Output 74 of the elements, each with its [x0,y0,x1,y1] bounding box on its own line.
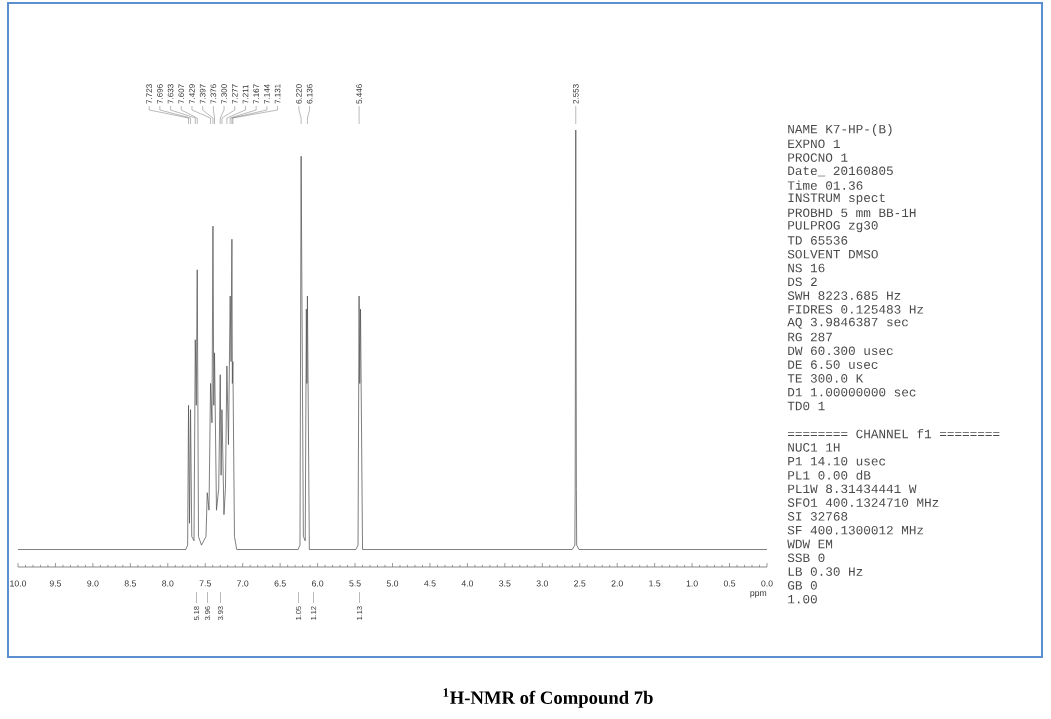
annotation: 7.723 [146,84,152,104]
annotation: 5.446 [356,84,362,104]
x-tick-label: 1.0 [686,580,698,587]
text: ======== CHANNEL f1 ======== [787,428,1000,439]
annotation: 7.397 [199,84,206,104]
text: PROCNO 1 [788,153,848,162]
annotation: 7.167 [253,84,259,104]
annotation: 7.633 [167,84,174,104]
annotation: 7.300 [221,84,227,104]
x-tick-label: 3.0 [536,580,548,587]
x-tick-label: 9.5 [49,580,62,587]
text: DW 60.300 usec [788,346,893,356]
text: 1.00 [788,594,817,604]
x-tick-label: 3.5 [499,580,511,587]
annotation: 7.607 [178,84,185,104]
x-tick-label: 4.5 [424,580,436,587]
text: FIDRES 0.125483 Hz [788,305,924,314]
x-tick-label: 10.0 [10,580,27,587]
text: PROBHD 5 mm BB-1H [788,208,916,218]
annotation: 7.144 [264,84,270,104]
text: LB 0.30 Hz [788,567,863,576]
text: NUC1 1H [788,443,840,452]
annotation: 7.429 [189,84,195,104]
text: NAME K7-HP-(B) [788,124,892,136]
text: SFO1 400.1324710 MHz [787,498,939,507]
text: SWH 8223.685 Hz [787,291,901,300]
text: NS 16 [788,263,825,273]
x-tick-label: 4.0 [461,580,474,587]
annotation: 7.131 [274,84,281,104]
x-tick-label: 7.0 [237,580,249,587]
annotation: 7.696 [157,84,163,104]
text: SSB 0 [787,553,825,563]
x-tick-label: 8.5 [124,580,136,587]
text: DS 2 [788,277,817,287]
text: Date_ 20160805 [788,166,893,177]
x-tick-label: 2.0 [611,580,623,587]
x-tick-label: 6.0 [312,580,324,587]
x-tick-label: 5.0 [386,580,399,587]
text: INSTRUM spect [788,193,885,205]
x-tick-label: 5.5 [349,580,361,587]
text: PL1W 8.31434441 W [788,484,917,494]
annotation: 6.220 [296,84,302,104]
text: PL1 0.00 dB [788,470,871,480]
text: SOLVENT DMSO [787,249,878,259]
text: PULPROG zg30 [788,221,878,233]
text: GB 0 [787,581,817,590]
text: TD0 1 [787,401,825,411]
text: TE 300.0 K [787,374,864,383]
text: RG 287 [788,332,832,342]
text: $^{1}$H-NMR of Compound 7b [443,688,653,708]
x-tick-label: 9.0 [87,580,99,587]
x-tick-label: 7.5 [199,580,211,587]
x-tick-label: 0.0 [761,580,773,587]
text: Time 01.36 [787,180,863,190]
text: EXPNO 1 [788,139,840,149]
x-tick-label: 1.5 [649,580,661,587]
x-tick-label: 0.5 [723,580,736,587]
text: AQ 3.9846387 sec [787,317,908,329]
text: SF 400.1300012 MHz [787,525,924,535]
x-tick-label: 8.0 [162,580,174,587]
x-tick-label: 2.5 [574,580,586,587]
text: D1 1.00000000 sec [788,387,916,397]
annotation: 7.376 [210,84,217,104]
text: TD 65536 [787,236,848,245]
annotation: 6.136 [306,84,313,104]
annotation: 7.277 [231,84,238,104]
annotation: 7.211 [242,84,249,104]
text: WDW EM [787,539,833,549]
text: DE 6.50 usec [788,360,878,369]
text: SI 32768 [787,512,848,521]
x-tick-label: 6.5 [274,580,286,587]
annotation: 2.553 [572,84,579,104]
text: P1 14.10 usec [788,456,886,466]
x-axis-title: ppm [750,591,767,598]
